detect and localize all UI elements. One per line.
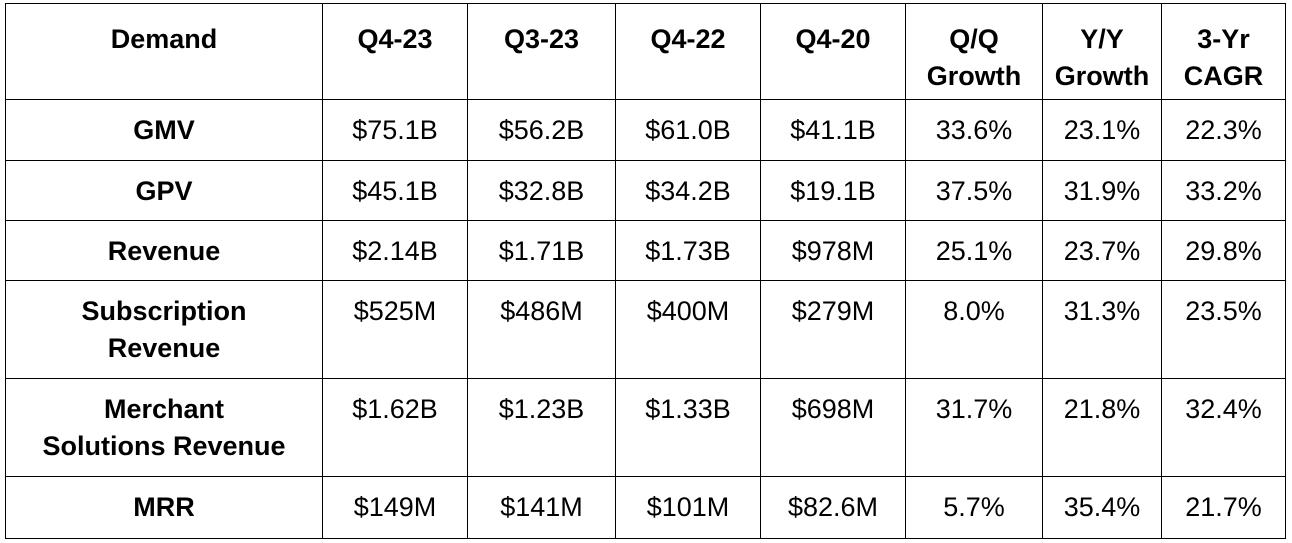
table-cell: $1.33B: [615, 378, 761, 477]
table-cell: $525M: [322, 280, 468, 379]
table-cell: $149M: [322, 476, 468, 539]
table-cell: 32.4%: [1161, 378, 1286, 477]
row-label: GPV: [5, 160, 323, 221]
table-cell: $978M: [760, 220, 906, 281]
header-text-line1: Q/Q: [949, 24, 999, 54]
row-label: MRR: [5, 476, 323, 539]
table-cell: $75.1B: [322, 99, 468, 161]
table-cell: 35.4%: [1042, 476, 1162, 539]
table-row-subscription-revenue: Subscription Revenue $525M $486M $400M $…: [5, 280, 1286, 379]
header-text-line2: Growth: [926, 61, 1022, 91]
table-cell: $41.1B: [760, 99, 906, 161]
row-label-text-line2: Solutions Revenue: [42, 431, 286, 461]
row-label-text-line1: Merchant: [103, 394, 225, 424]
table-cell: 33.2%: [1161, 160, 1286, 221]
table-cell: 31.7%: [905, 378, 1043, 477]
table-row-merchant-solutions-revenue: Merchant Solutions Revenue $1.62B $1.23B…: [5, 378, 1286, 477]
table-cell: $486M: [467, 280, 616, 379]
table-cell: 8.0%: [905, 280, 1043, 379]
row-label-text: MRR: [133, 492, 195, 522]
header-demand: Demand: [5, 3, 323, 100]
table-row-revenue: Revenue $2.14B $1.71B $1.73B $978M 25.1%…: [5, 220, 1286, 281]
table-cell: $34.2B: [615, 160, 761, 221]
header-text-line1: 3-Yr: [1197, 24, 1250, 54]
table-cell: 23.7%: [1042, 220, 1162, 281]
header-text: Q4-22: [650, 24, 726, 54]
table-cell: $1.73B: [615, 220, 761, 281]
table-cell: $1.23B: [467, 378, 616, 477]
table-cell: $45.1B: [322, 160, 468, 221]
table-header-row: Demand Q4-23 Q3-23 Q4-22 Q4-20 Q/Q Growt…: [5, 3, 1286, 100]
header-text: Demand: [110, 24, 218, 54]
table-cell: $279M: [760, 280, 906, 379]
table-cell: $61.0B: [615, 99, 761, 161]
row-label-text-line2: Revenue: [107, 333, 221, 363]
table-cell: $32.8B: [467, 160, 616, 221]
header-yy-growth: Y/Y Growth: [1042, 3, 1162, 100]
table-cell: 5.7%: [905, 476, 1043, 539]
row-label-text: GMV: [133, 115, 195, 145]
header-q4-22: Q4-22: [615, 3, 761, 100]
table-cell: 21.7%: [1161, 476, 1286, 539]
row-label-text-line1: Subscription: [81, 296, 247, 326]
header-3yr-cagr: 3-Yr CAGR: [1161, 3, 1286, 100]
table-cell: $698M: [760, 378, 906, 477]
header-text: Q4-20: [795, 24, 871, 54]
row-label: Revenue: [5, 220, 323, 281]
table-cell: 22.3%: [1161, 99, 1286, 161]
table-cell: 31.9%: [1042, 160, 1162, 221]
table-cell: 29.8%: [1161, 220, 1286, 281]
table-cell: 25.1%: [905, 220, 1043, 281]
row-label-text: Revenue: [107, 236, 221, 266]
header-text-line1: Y/Y: [1080, 24, 1124, 54]
table-row-gpv: GPV $45.1B $32.8B $34.2B $19.1B 37.5% 31…: [5, 160, 1286, 221]
table-cell: $82.6M: [760, 476, 906, 539]
table-cell: $2.14B: [322, 220, 468, 281]
table-cell: 31.3%: [1042, 280, 1162, 379]
table-cell: $56.2B: [467, 99, 616, 161]
table-cell: 21.8%: [1042, 378, 1162, 477]
table-cell: 23.5%: [1161, 280, 1286, 379]
table-cell: $19.1B: [760, 160, 906, 221]
table-cell: $141M: [467, 476, 616, 539]
header-text-line2: CAGR: [1183, 61, 1264, 91]
header-q4-20: Q4-20: [760, 3, 906, 100]
table-cell: $101M: [615, 476, 761, 539]
table-cell: $400M: [615, 280, 761, 379]
row-label: Merchant Solutions Revenue: [5, 378, 323, 477]
table-cell: 37.5%: [905, 160, 1043, 221]
header-q3-23: Q3-23: [467, 3, 616, 100]
demand-metrics-table: Demand Q4-23 Q3-23 Q4-22 Q4-20 Q/Q Growt…: [5, 3, 1286, 539]
header-qq-growth: Q/Q Growth: [905, 3, 1043, 100]
header-text-line2: Growth: [1054, 61, 1150, 91]
row-label-text: GPV: [135, 176, 193, 206]
table-row-gmv: GMV $75.1B $56.2B $61.0B $41.1B 33.6% 23…: [5, 99, 1286, 161]
row-label: GMV: [5, 99, 323, 161]
header-q4-23: Q4-23: [322, 3, 468, 100]
table-cell: 23.1%: [1042, 99, 1162, 161]
table-row-mrr: MRR $149M $141M $101M $82.6M 5.7% 35.4% …: [5, 476, 1286, 539]
row-label: Subscription Revenue: [5, 280, 323, 379]
header-text: Q3-23: [503, 24, 580, 54]
table-cell: $1.71B: [467, 220, 616, 281]
table-cell: 33.6%: [905, 99, 1043, 161]
header-text: Q4-23: [357, 24, 433, 54]
table-cell: $1.62B: [322, 378, 468, 477]
